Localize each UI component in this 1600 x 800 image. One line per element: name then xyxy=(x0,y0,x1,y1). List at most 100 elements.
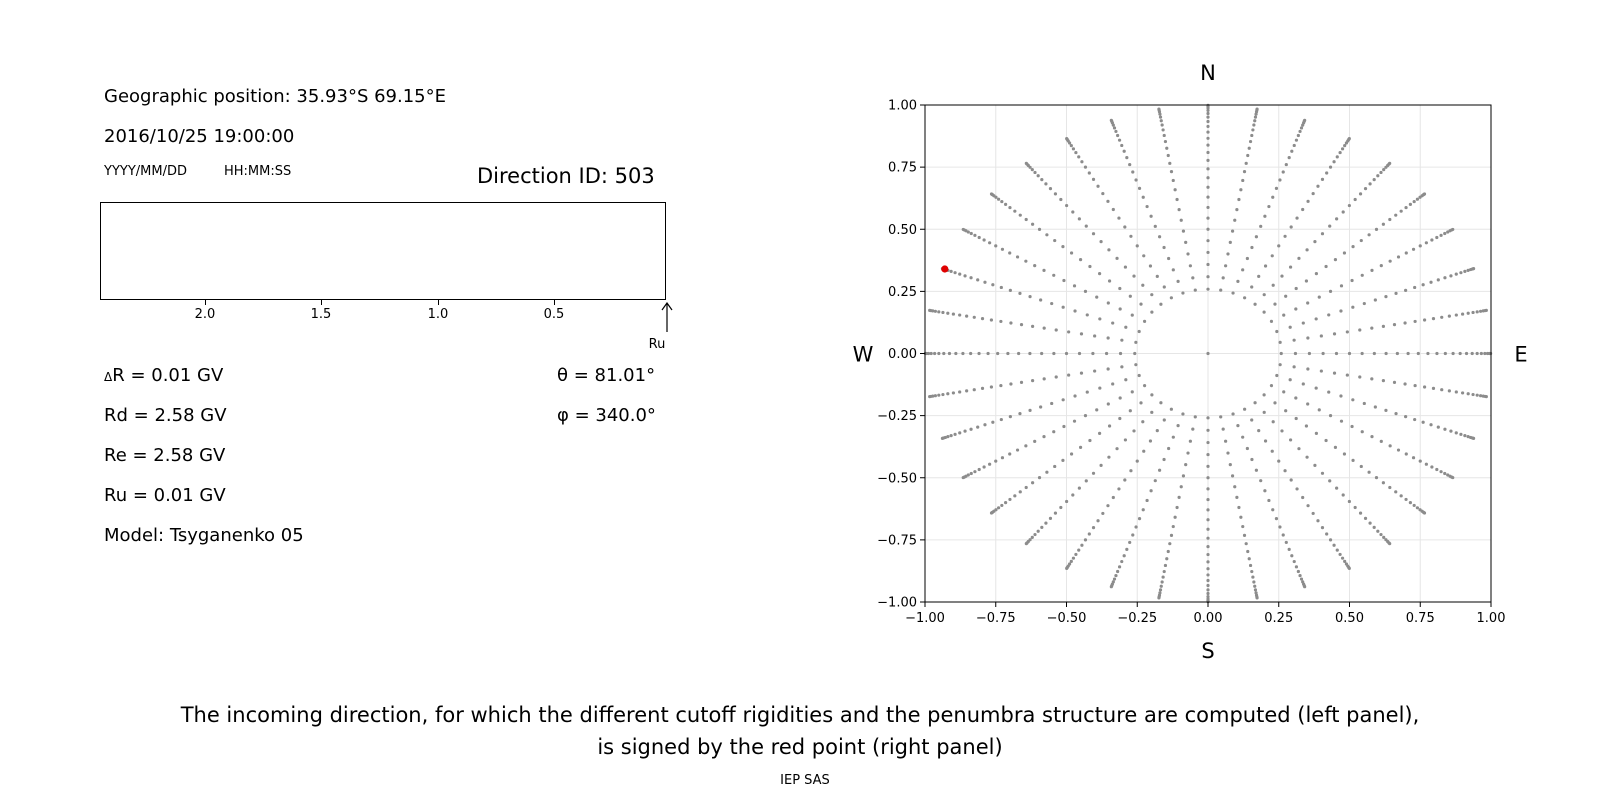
grid-point xyxy=(1283,234,1287,238)
grid-point xyxy=(1206,239,1210,243)
grid-point xyxy=(1305,248,1309,252)
grid-point xyxy=(1028,295,1032,299)
grid-point xyxy=(1296,133,1300,138)
grid-point xyxy=(1328,479,1332,483)
grid-point xyxy=(1253,401,1257,405)
grid-point xyxy=(1479,394,1483,398)
grid-point xyxy=(1159,119,1163,123)
grid-point xyxy=(1269,384,1274,388)
grid-point xyxy=(1040,177,1044,182)
grid-point xyxy=(1418,459,1422,463)
grid-point xyxy=(1235,208,1239,212)
grid-point xyxy=(1098,386,1102,390)
grid-point xyxy=(1206,150,1210,155)
grid-point xyxy=(1271,195,1275,199)
x-tick-label: −0.75 xyxy=(976,611,1016,626)
grid-point xyxy=(1284,409,1288,413)
grid-point xyxy=(1292,365,1296,369)
grid-point xyxy=(1131,170,1135,174)
grid-point xyxy=(982,238,986,242)
grid-point xyxy=(1284,162,1288,167)
grid-point xyxy=(1206,428,1210,432)
grid-point xyxy=(1262,310,1266,314)
grid-point xyxy=(1018,213,1022,217)
grid-point xyxy=(1333,445,1338,449)
grid-point xyxy=(1270,449,1274,453)
grid-point xyxy=(1053,464,1057,469)
grid-point xyxy=(1065,136,1069,141)
grid-point xyxy=(1112,577,1117,581)
grid-point xyxy=(1160,123,1164,127)
grid-point xyxy=(1024,485,1028,490)
grid-point xyxy=(1054,375,1058,379)
grid-point xyxy=(1181,474,1186,478)
grid-point xyxy=(1120,143,1124,148)
grid-point xyxy=(1004,501,1008,505)
grid-point xyxy=(1106,367,1110,371)
grid-point xyxy=(1150,393,1154,397)
grid-point xyxy=(1150,410,1154,414)
grid-point xyxy=(1123,478,1127,482)
grid-point xyxy=(1321,351,1325,356)
grid-point xyxy=(1162,418,1166,422)
grid-point xyxy=(1262,393,1266,397)
grid-point xyxy=(1006,351,1010,356)
grid-point xyxy=(1394,411,1398,416)
grid-point xyxy=(1358,511,1363,515)
grid-point xyxy=(1024,259,1028,263)
grid-point xyxy=(1236,424,1240,428)
grid-point xyxy=(1350,278,1354,283)
grid-point xyxy=(1415,506,1420,510)
grid-point xyxy=(1206,158,1210,162)
grid-point xyxy=(1053,511,1058,515)
grid-point xyxy=(1242,533,1247,537)
grid-point xyxy=(1033,532,1037,537)
grid-point xyxy=(1231,291,1235,295)
grid-point xyxy=(1239,515,1243,519)
grid-point xyxy=(1206,594,1210,599)
direction-id: Direction ID: 503 xyxy=(477,164,655,188)
grid-point xyxy=(988,462,992,466)
grid-point xyxy=(1173,188,1177,192)
grid-point xyxy=(1135,244,1139,248)
grid-point xyxy=(1161,128,1165,132)
grid-point xyxy=(1311,511,1315,516)
grid-point xyxy=(1451,227,1455,232)
rigidity-tick-label: 1.5 xyxy=(310,307,332,322)
grid-point xyxy=(1109,585,1113,589)
grid-point xyxy=(1250,457,1254,462)
grid-point xyxy=(1374,476,1379,480)
grid-point xyxy=(1299,126,1304,130)
grid-point xyxy=(1430,465,1434,469)
grid-point xyxy=(1226,252,1230,256)
grid-point xyxy=(1191,276,1195,280)
grid-point xyxy=(1111,495,1115,500)
grid-point xyxy=(1171,524,1175,529)
grid-point xyxy=(1083,289,1088,293)
grid-point xyxy=(1033,264,1037,268)
grid-point xyxy=(1061,305,1065,309)
grid-point xyxy=(1250,569,1254,574)
grid-point xyxy=(1072,284,1077,288)
grid-point xyxy=(1399,209,1403,213)
grid-point xyxy=(976,425,980,429)
grid-point xyxy=(1077,155,1081,159)
grid-point xyxy=(1084,479,1088,483)
grid-point xyxy=(1107,455,1111,459)
grid-point xyxy=(1069,144,1073,148)
grid-point xyxy=(1422,318,1427,322)
grid-point xyxy=(1251,128,1255,132)
grid-point xyxy=(1408,501,1412,505)
grid-point xyxy=(1463,433,1467,438)
grid-point xyxy=(1279,351,1283,356)
grid-point xyxy=(1340,147,1345,151)
grid-point xyxy=(1290,149,1294,153)
grid-point xyxy=(1388,161,1392,165)
grid-point xyxy=(1124,378,1128,382)
grid-point xyxy=(958,313,962,317)
grid-point xyxy=(1206,136,1210,140)
grid-point xyxy=(1148,439,1153,443)
grid-point xyxy=(1394,291,1398,296)
grid-point xyxy=(1163,563,1168,568)
grid-point xyxy=(977,351,981,356)
